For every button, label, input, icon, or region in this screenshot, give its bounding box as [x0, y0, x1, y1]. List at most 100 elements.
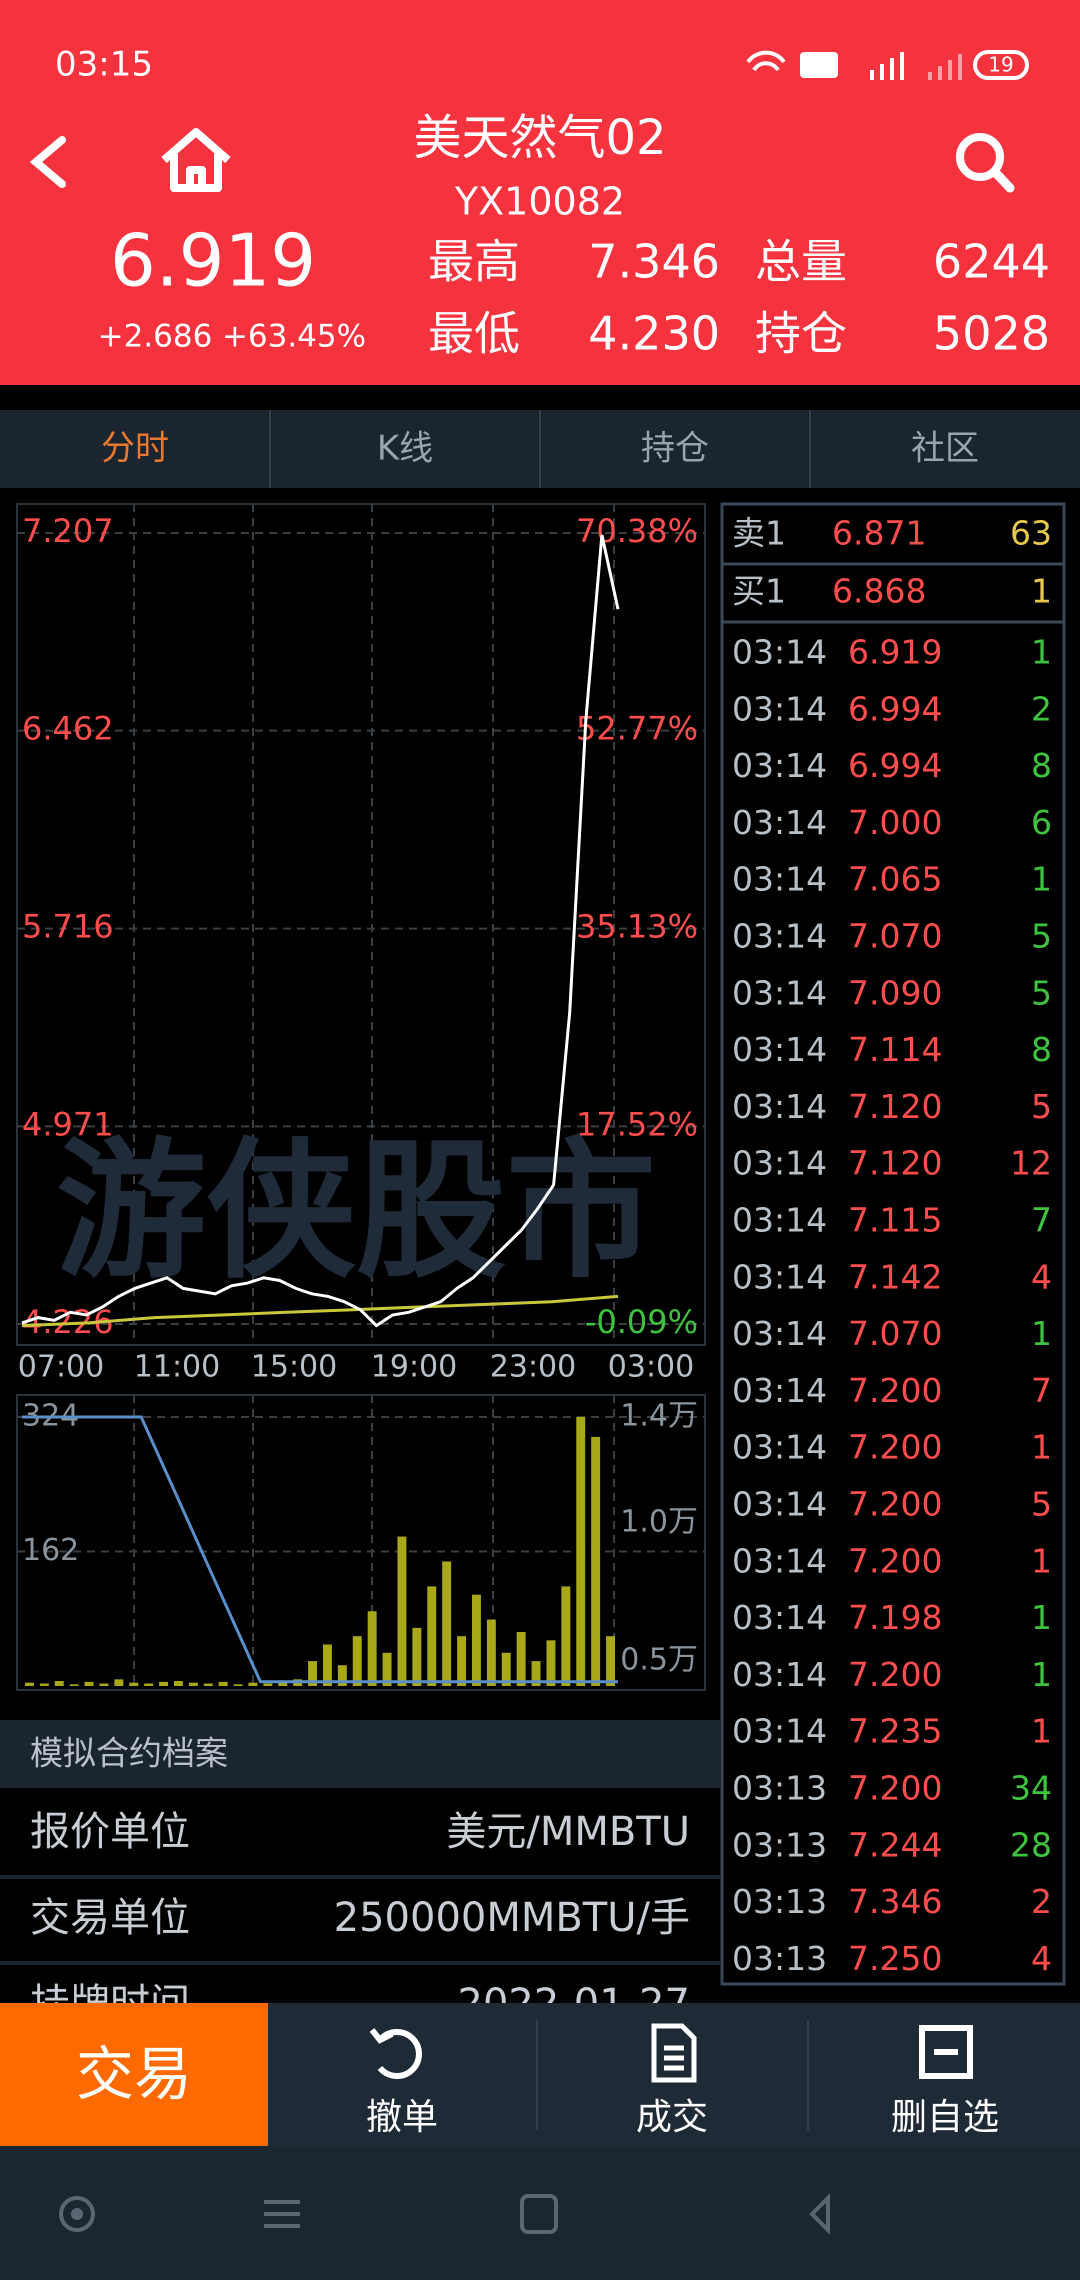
volume-bar	[367, 1611, 377, 1686]
stat-label: 总量	[755, 235, 847, 289]
undo-icon	[369, 2028, 422, 2079]
trade-volume: 1	[1031, 1712, 1052, 1751]
trade-time: 03:14	[732, 1655, 827, 1694]
trade-time: 03:14	[732, 1712, 827, 1751]
info-label: 报价单位	[30, 1809, 190, 1855]
trade-volume: 4	[1031, 1257, 1052, 1296]
trade-panel	[720, 502, 1066, 1986]
volume-bar	[397, 1536, 407, 1686]
battery-icon	[973, 50, 1029, 80]
stat-value: 7.346	[588, 235, 720, 289]
y2-tick-label: 52.77%	[576, 710, 698, 748]
book-volume: 63	[1010, 514, 1052, 553]
volume-bar	[39, 1683, 49, 1686]
nav-menu[interactable]	[264, 2200, 300, 2228]
volume-bar	[159, 1681, 169, 1686]
tab[interactable]: 持仓	[641, 429, 709, 469]
trade-price: 7.115	[848, 1201, 942, 1240]
trade-volume: 5	[1031, 1485, 1052, 1524]
trade-time: 03:14	[732, 973, 827, 1012]
trade-volume: 1	[1031, 1428, 1052, 1467]
trade-volume: 1	[1031, 633, 1052, 672]
y-tick-label: 4.971	[22, 1105, 114, 1143]
volume-bar	[457, 1636, 467, 1686]
trade-volume: 28	[1010, 1825, 1052, 1864]
trade-volume: 7	[1031, 1371, 1052, 1410]
open-interest-line	[22, 1415, 618, 1684]
trade-price: 7.244	[848, 1825, 942, 1864]
volume-bar	[412, 1627, 422, 1686]
nav-back[interactable]	[809, 2193, 830, 2235]
trade-volume: 1	[1031, 1314, 1052, 1353]
trade-price: 7.114	[848, 1030, 942, 1069]
trade-volume: 2	[1031, 689, 1052, 728]
trade-time: 03:14	[732, 633, 827, 672]
back-button[interactable]	[29, 136, 66, 188]
volume-bar	[233, 1684, 243, 1686]
hd-icon	[800, 52, 838, 78]
trade-volume: 4	[1031, 1939, 1052, 1978]
wifi-icon	[746, 50, 786, 72]
trade-time: 03:14	[732, 746, 827, 785]
trade-time: 03:14	[732, 1201, 827, 1240]
trade-time: 03:14	[732, 1314, 827, 1353]
price-line	[21, 534, 620, 1328]
action-label[interactable]: 成交	[636, 2097, 708, 2138]
volume-bar	[263, 1683, 273, 1686]
chart-frame	[16, 503, 706, 1346]
volume-bar	[24, 1682, 34, 1686]
trade-price: 6.919	[848, 633, 942, 672]
volume-bar	[427, 1586, 437, 1686]
tab[interactable]: K线	[377, 429, 433, 469]
trade-volume: 5	[1031, 917, 1052, 956]
nav-assist[interactable]	[59, 2196, 95, 2232]
y2-tick-label: -0.09%	[585, 1303, 698, 1341]
trade-price: 7.120	[848, 1144, 942, 1183]
x-tick-label: 23:00	[490, 1350, 576, 1385]
home-button[interactable]	[161, 128, 231, 192]
search-button[interactable]	[956, 133, 1015, 193]
trade-time: 03:14	[732, 1144, 827, 1183]
nav-bar	[0, 2146, 1080, 2280]
last-price: 6.919	[110, 219, 316, 303]
volume-bar	[218, 1681, 228, 1686]
trade-volume: 7	[1031, 1201, 1052, 1240]
stat-label: 最低	[428, 307, 520, 361]
volume-bar	[99, 1683, 109, 1686]
action-label[interactable]: 撤单	[366, 2097, 438, 2138]
stat-value: 6244	[933, 235, 1050, 289]
trade-time: 03:14	[732, 1087, 827, 1126]
action-label[interactable]: 删自选	[891, 2097, 999, 2138]
tab[interactable]: 社区	[911, 429, 979, 469]
trade-price: 7.065	[848, 860, 942, 899]
status-icons	[746, 50, 1029, 80]
volume-bar	[561, 1586, 571, 1686]
change: +2.686	[98, 319, 213, 355]
trade-price: 7.070	[848, 1314, 942, 1353]
trade-time: 03:14	[732, 1371, 827, 1410]
book-price: 6.868	[832, 572, 926, 611]
volume-bar	[69, 1684, 79, 1686]
signal-icon	[928, 54, 962, 80]
trade-price: 7.346	[848, 1882, 942, 1921]
code: YX10082	[454, 180, 625, 224]
trade-volume: 6	[1031, 803, 1052, 842]
volume-bar	[606, 1636, 616, 1686]
y2-tick-label: 1.4万	[620, 1399, 698, 1434]
y2-tick-label: 70.38%	[576, 512, 698, 550]
trade-button[interactable]	[0, 2003, 268, 2146]
tab[interactable]: 分时	[101, 429, 169, 469]
nav-home[interactable]	[520, 2194, 558, 2234]
trade-time: 03:13	[732, 1882, 827, 1921]
volume-bar	[516, 1632, 526, 1686]
trade-volume: 1	[1031, 1598, 1052, 1637]
trade-label: 交易	[76, 2040, 192, 2108]
trade-volume: 2	[1031, 1882, 1052, 1921]
trade-price: 7.200	[848, 1428, 942, 1467]
volume-bar	[546, 1640, 556, 1686]
y2-tick-label: 35.13%	[576, 908, 698, 946]
trade-price: 6.994	[848, 746, 942, 785]
volume-bar	[129, 1682, 139, 1686]
title: 美天然气02	[413, 110, 666, 166]
trade-time: 03:14	[732, 1030, 827, 1069]
